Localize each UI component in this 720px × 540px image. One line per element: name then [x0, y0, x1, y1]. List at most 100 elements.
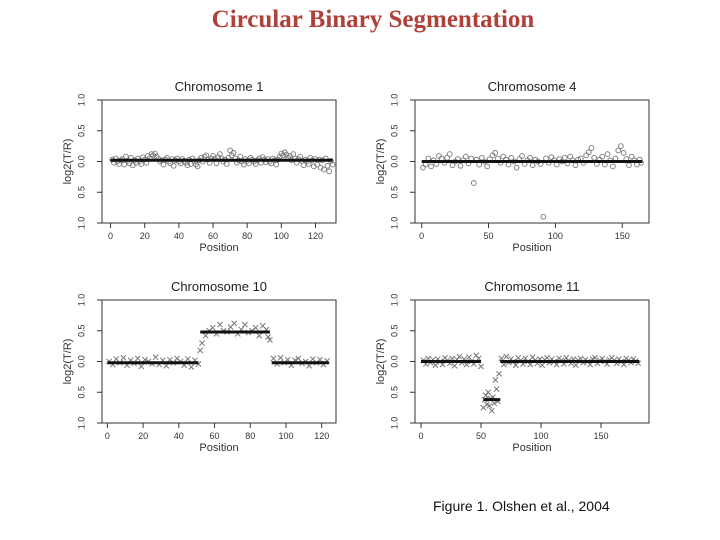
- data-point: [216, 321, 223, 328]
- data-point: [202, 332, 209, 339]
- x-tick-label: 100: [533, 431, 548, 441]
- x-axis-label: Position: [199, 442, 238, 454]
- data-point-stroke: [241, 321, 248, 328]
- data-point: [193, 161, 199, 168]
- y-tick-label: 1.0: [76, 94, 86, 107]
- x-axis-label: Position: [199, 242, 238, 254]
- data-point: [184, 162, 191, 169]
- y-tick-label: 1.0: [76, 417, 86, 430]
- data-point: [486, 402, 493, 409]
- data-point: [273, 161, 280, 168]
- data-point-stroke: [184, 356, 191, 362]
- data-point: [591, 154, 598, 161]
- y-tick-label: 0.5: [389, 386, 399, 399]
- data-point: [604, 151, 611, 157]
- data-point: [456, 353, 463, 360]
- data-point: [492, 150, 499, 156]
- data-point: [256, 332, 263, 339]
- data-point-stroke: [256, 332, 263, 339]
- data-point: [420, 164, 426, 171]
- data-point-stroke: [174, 355, 180, 362]
- x-tick-label: 0: [419, 231, 424, 241]
- data-point: [451, 362, 458, 369]
- y-tick-label: 1.0: [76, 217, 86, 230]
- data-point: [615, 147, 622, 154]
- data-point-stroke: [592, 354, 598, 361]
- y-tick-label: 0.5: [76, 324, 86, 337]
- y-tick-label: 1.0: [389, 294, 399, 307]
- x-tick-label: 100: [278, 431, 293, 441]
- data-point-stroke: [488, 407, 495, 414]
- x-tick-label: 50: [476, 431, 486, 441]
- data-point: [209, 324, 216, 331]
- x-tick-label: 0: [418, 431, 423, 441]
- data-point: [470, 180, 477, 186]
- x-tick-label: 20: [138, 431, 148, 441]
- x-tick-label: 60: [210, 431, 220, 441]
- y-tick-label: 0.0: [76, 155, 86, 168]
- data-point: [496, 370, 502, 377]
- data-point-stroke: [266, 337, 273, 343]
- data-point: [492, 376, 499, 383]
- data-point: [188, 364, 195, 370]
- data-point: [628, 153, 635, 160]
- data-point: [152, 150, 158, 157]
- data-point: [519, 153, 525, 159]
- panel-chromosome-10: Chromosome 10 0 20 40 60 80 100 120 Position 1.0 0…: [62, 279, 337, 454]
- chart-title: Chromosome 10: [171, 279, 267, 294]
- plot-area: [109, 147, 336, 175]
- data-point: [540, 214, 547, 220]
- data-point-stroke: [498, 355, 505, 362]
- data-point: [466, 354, 472, 361]
- data-point: [493, 386, 500, 393]
- data-point-stroke: [496, 370, 502, 377]
- plot-area: [106, 320, 331, 370]
- data-point: [150, 152, 157, 159]
- data-point: [428, 163, 434, 170]
- data-point: [592, 354, 598, 361]
- panel-chromosome-11: Chromosome 11 0 50 100 150 Position 1.0 0.5 0.0 0…: [375, 279, 650, 454]
- data-point: [478, 363, 484, 370]
- y-tick-label: 0.5: [389, 124, 399, 137]
- data-point-stroke: [492, 376, 499, 383]
- x-tick-label: 80: [242, 231, 252, 241]
- data-point-stroke: [277, 354, 284, 361]
- panel-chromosome-1: Chromosome 1 0 20 40 60 80 100 120 Position 1.0 0.…: [62, 79, 337, 254]
- data-point: [321, 166, 327, 173]
- data-point: [503, 353, 510, 360]
- data-point: [194, 163, 201, 170]
- data-point: [160, 161, 167, 168]
- data-point-stroke: [120, 354, 127, 361]
- data-point-stroke: [252, 324, 259, 331]
- data-point-stroke: [485, 389, 492, 396]
- y-tick-label: 0.5: [389, 186, 399, 199]
- data-point: [223, 161, 230, 167]
- data-point-stroke: [199, 340, 205, 347]
- data-point-stroke: [503, 353, 510, 360]
- data-point: [121, 161, 128, 168]
- y-axis-label: log2(T/R): [62, 339, 74, 385]
- x-tick-label: 120: [308, 231, 323, 241]
- y-tick-label: 0.0: [76, 355, 86, 368]
- data-point: [241, 321, 248, 328]
- x-tick-label: 0: [105, 431, 110, 441]
- data-point-stroke: [529, 354, 536, 361]
- data-point: [544, 354, 550, 361]
- data-point: [599, 153, 606, 160]
- data-point: [265, 333, 272, 340]
- chart-title: Chromosome 11: [484, 279, 579, 294]
- data-point-stroke: [134, 355, 141, 362]
- data-point: [500, 153, 507, 160]
- data-point-stroke: [491, 400, 498, 407]
- x-tick-label: 20: [140, 231, 150, 241]
- data-point: [324, 162, 331, 169]
- data-point: [548, 154, 555, 161]
- data-point: [314, 161, 321, 168]
- data-point-stroke: [493, 386, 500, 393]
- data-point: [491, 400, 498, 407]
- data-point: [512, 362, 519, 369]
- y-tick-label: 1.0: [389, 217, 399, 230]
- data-point-stroke: [188, 364, 195, 370]
- data-point-stroke: [152, 354, 159, 361]
- x-axis-label: Position: [512, 242, 551, 254]
